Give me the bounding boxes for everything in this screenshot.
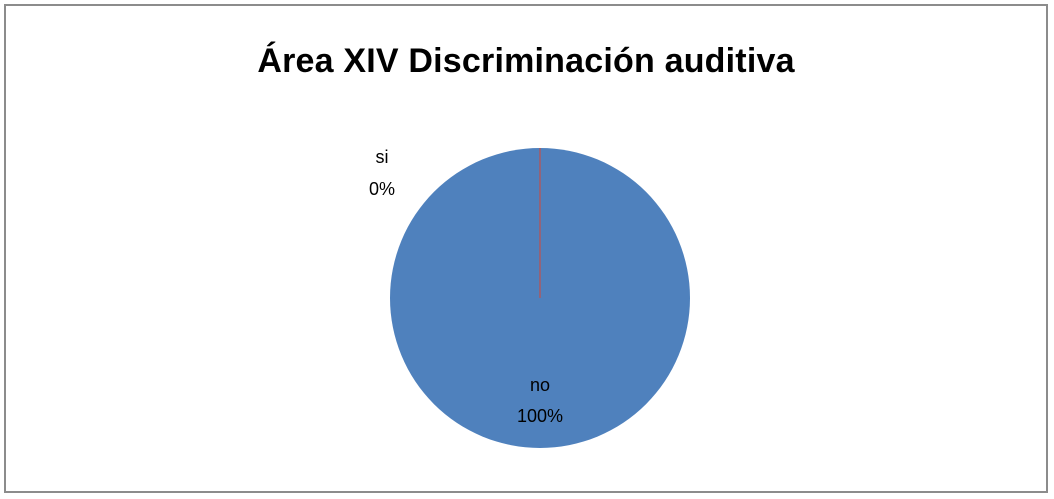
- data-label-si-percent: 0%: [369, 179, 395, 199]
- data-labels: si 0% no 100%: [369, 147, 563, 426]
- pie-slices: [390, 148, 690, 448]
- data-label-si-category: si: [376, 147, 389, 167]
- data-label-no-percent: 100%: [517, 406, 563, 426]
- chart-area: Área XIV Discriminación auditiva si 0% no 1…: [4, 4, 1048, 493]
- data-label-no-category: no: [530, 375, 550, 395]
- pie-plot: si 0% no 100%: [369, 147, 690, 448]
- chart-title: Área XIV Discriminación auditiva: [257, 42, 795, 80]
